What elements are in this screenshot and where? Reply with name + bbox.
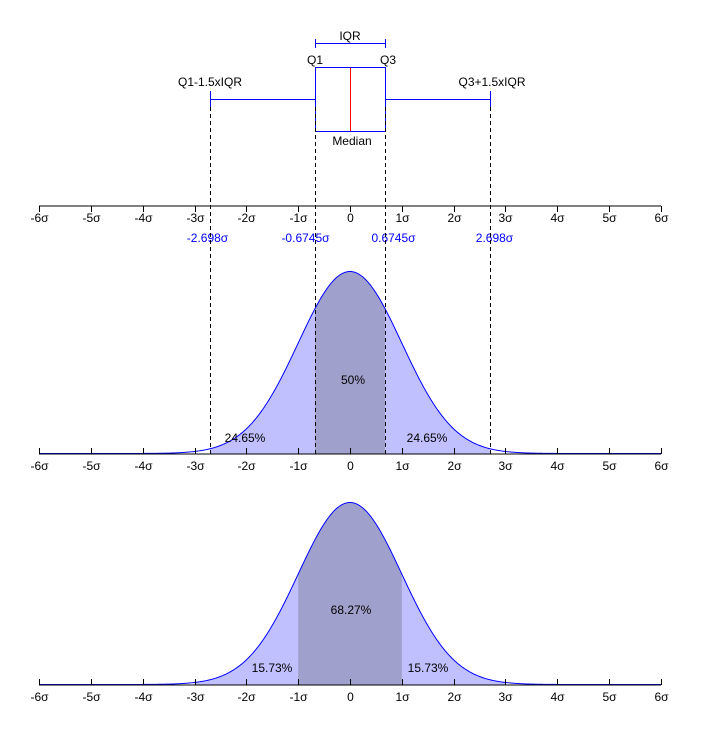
boxplot-tick-label: -3σ xyxy=(186,211,205,225)
pdf-iqr-inner-area xyxy=(315,272,385,454)
pdf-sigma-tick-label: -3σ xyxy=(186,690,205,704)
pdf-iqr-tick-label: 1σ xyxy=(395,459,410,473)
lower-whisker-label: Q1-1.5xIQR xyxy=(178,75,242,89)
boxplot-tick-label: -6σ xyxy=(30,211,49,225)
pdf-sigma-center-label: 68.27% xyxy=(331,603,372,617)
pdf-iqr-tick-label: 5σ xyxy=(602,459,617,473)
marker-label: -2.698σ xyxy=(187,231,229,245)
marker-label: -0.6745σ xyxy=(281,231,330,245)
pdf-sigma-left-label: 15.73% xyxy=(252,661,293,675)
pdf-sigma-right-label: 15.73% xyxy=(408,661,449,675)
pdf-iqr-tick-label: 6σ xyxy=(654,459,669,473)
pdf-sigma-tick-label: -4σ xyxy=(134,690,153,704)
pdf-iqr-left-label: 24.65% xyxy=(225,431,266,445)
pdf-sigma-tick-label: -1σ xyxy=(289,690,308,704)
pdf-sigma-tick-label: 4σ xyxy=(550,690,565,704)
boxplot-tick-label: -1σ xyxy=(289,211,308,225)
pdf-iqr-center-label: 50% xyxy=(341,373,365,387)
pdf-sigma-tick-label: 6σ xyxy=(654,690,669,704)
boxplot-tick-label: 5σ xyxy=(602,211,617,225)
pdf-sigma-inner-area xyxy=(298,503,402,685)
pdf-iqr-tick-label: -2σ xyxy=(237,459,256,473)
boxplot-tick-label: -2σ xyxy=(237,211,256,225)
q3-label: Q3 xyxy=(380,53,396,67)
pdf-sigma-tick-label: 5σ xyxy=(602,690,617,704)
pdf-iqr-tick-label: 2σ xyxy=(447,459,462,473)
boxplot-tick-label: -5σ xyxy=(82,211,101,225)
pdf-iqr-tick-label: -1σ xyxy=(289,459,308,473)
pdf-sigma-tick-label: 2σ xyxy=(447,690,462,704)
pdf-iqr-tick-label: 3σ xyxy=(498,459,513,473)
pdf-sigma-tick-label: -6σ xyxy=(30,690,49,704)
boxplot-tick-label: 4σ xyxy=(550,211,565,225)
pdf-sigma-tick-label: 1σ xyxy=(395,690,410,704)
pdf-iqr-tick-label: -3σ xyxy=(186,459,205,473)
pdf-sigma-tick-label: 0 xyxy=(347,690,354,704)
pdf-iqr-right-label: 24.65% xyxy=(407,431,448,445)
upper-whisker-label: Q3+1.5xIQR xyxy=(458,75,525,89)
boxplot-tick-label: 6σ xyxy=(654,211,669,225)
boxplot-tick-label: 1σ xyxy=(395,211,410,225)
boxplot-tick-label: 3σ xyxy=(498,211,513,225)
marker-label: 2.698σ xyxy=(476,231,514,245)
pdf-iqr-tick-label: -5σ xyxy=(82,459,101,473)
median-label: Median xyxy=(332,134,371,148)
pdf-sigma-tick-label: 3σ xyxy=(498,690,513,704)
boxplot-tick-label: 2σ xyxy=(447,211,462,225)
q1-label: Q1 xyxy=(307,53,323,67)
iqr-label: IQR xyxy=(339,29,361,43)
boxplot-tick-label: -4σ xyxy=(134,211,153,225)
boxplot-tick-label: 0 xyxy=(347,211,354,225)
pdf-sigma-tick-label: -5σ xyxy=(82,690,101,704)
pdf-sigma-tick-label: -2σ xyxy=(237,690,256,704)
pdf-iqr-tick-label: 4σ xyxy=(550,459,565,473)
pdf-iqr-tick-label: -4σ xyxy=(134,459,153,473)
pdf-iqr-tick-label: 0 xyxy=(347,459,354,473)
pdf-iqr-tick-label: -6σ xyxy=(30,459,49,473)
marker-label: 0.6745σ xyxy=(371,231,416,245)
